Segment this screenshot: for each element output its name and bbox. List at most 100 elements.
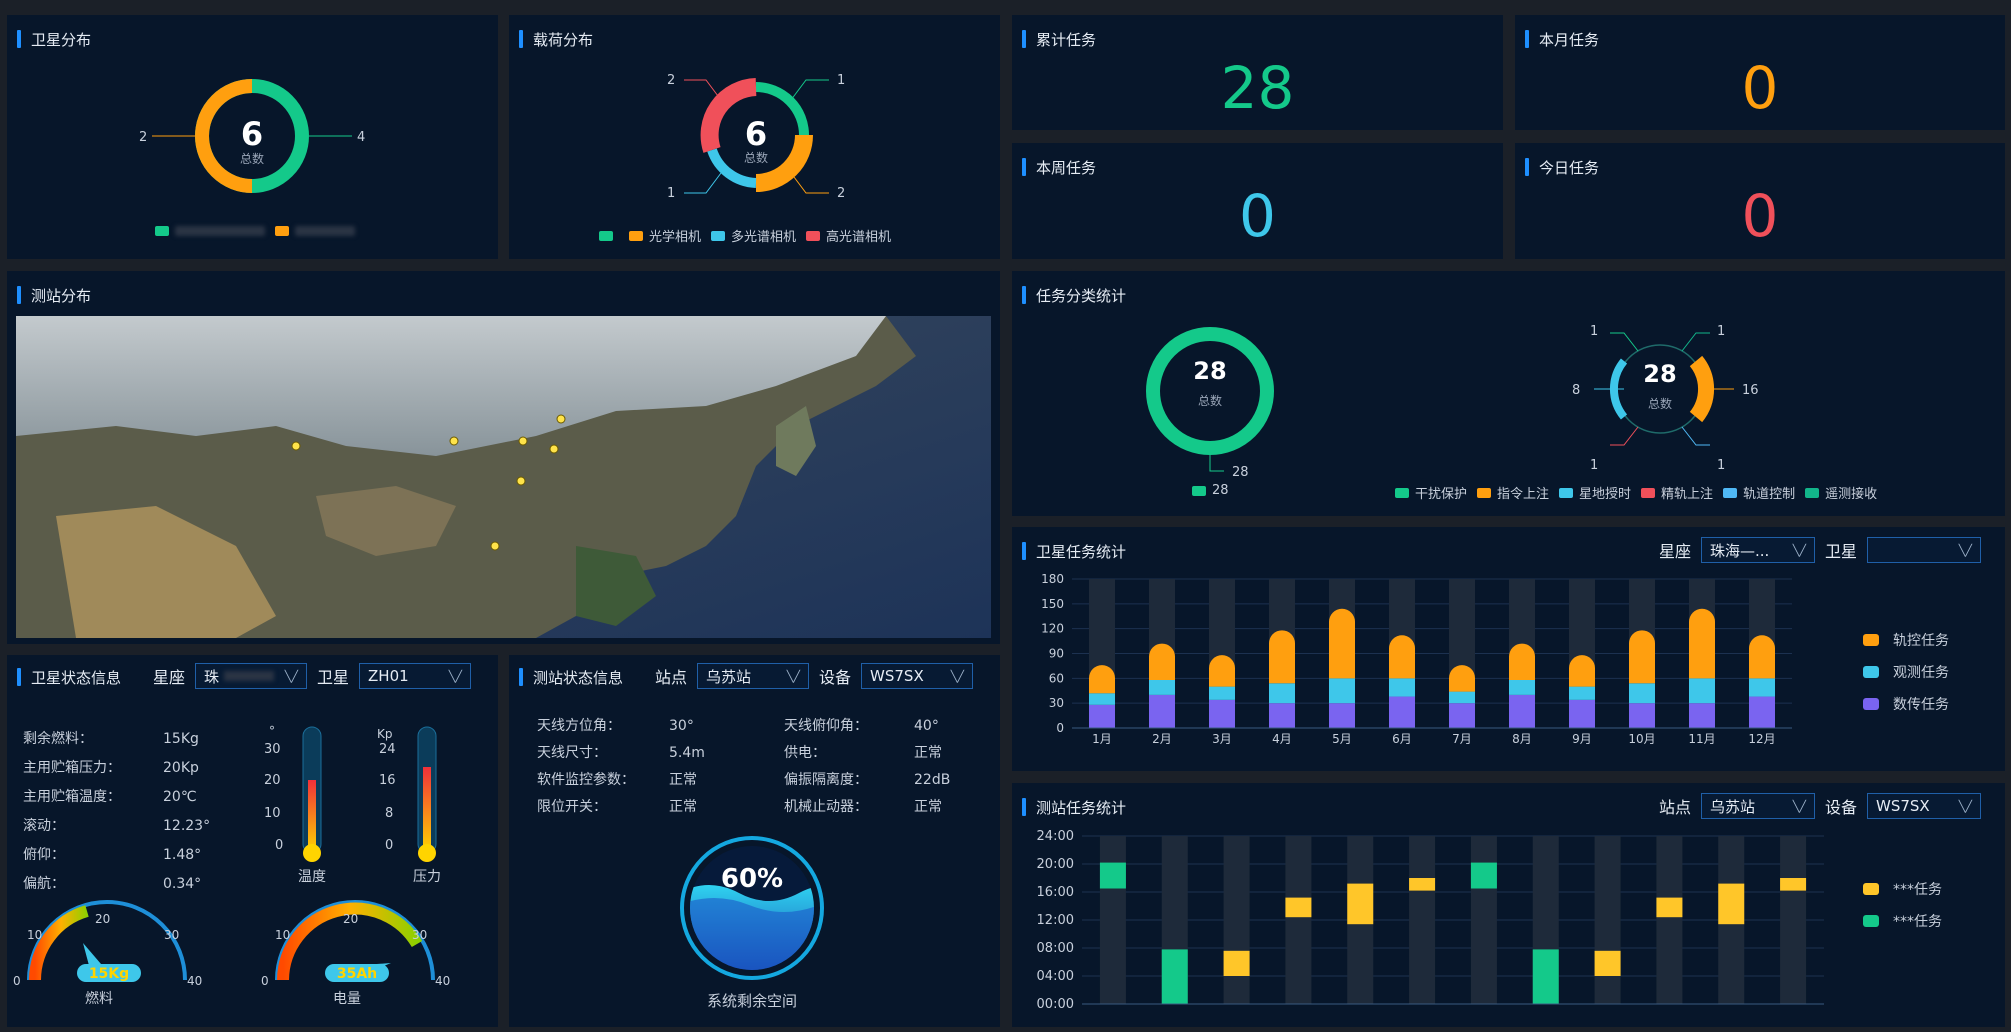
legend-item[interactable]: 光学相机	[629, 226, 701, 245]
legend-item[interactable]: 28	[1192, 483, 1229, 498]
device-select[interactable]: WS7SX ╲╱	[861, 663, 974, 689]
constellation-select[interactable]: 珠海—... ╲╱	[1700, 537, 1815, 563]
y-tick-label: 20:00	[1037, 857, 1074, 872]
bar-segment	[1389, 678, 1415, 697]
bar-background	[1594, 836, 1621, 1004]
constellation-label: 星座	[1658, 542, 1691, 561]
chevron-down-icon: ╲╱	[1792, 799, 1806, 813]
fuel-label: 燃料	[85, 990, 113, 1007]
station-marker[interactable]	[516, 476, 526, 486]
task-bar	[1532, 949, 1559, 1004]
temp-tick: 30	[264, 742, 281, 757]
bar-segment	[1089, 665, 1115, 694]
legend-item[interactable]	[275, 226, 355, 236]
y-tick-label: 00:00	[1037, 997, 1074, 1012]
callout-line	[684, 79, 722, 101]
kpi-value: 0	[1741, 54, 1779, 122]
title-accent	[519, 668, 523, 686]
storage-outer-ring	[680, 836, 824, 980]
task-bar	[1718, 883, 1745, 925]
bar-segment	[1209, 686, 1235, 700]
kv-key: 天线俯仰角：	[784, 718, 868, 734]
kpi-week-panel: 本周任务 0	[1012, 143, 1503, 259]
legend-item[interactable]: 遥测接收	[1805, 483, 1877, 502]
station-marker[interactable]	[556, 414, 566, 424]
sat-dist-right-value: 4	[357, 130, 365, 145]
legend-swatch	[806, 230, 821, 241]
satellite-select[interactable]: ZH01 ╲╱	[359, 663, 472, 689]
legend-item[interactable]: 指令上注	[1477, 483, 1549, 502]
power-gauge-track	[275, 900, 435, 981]
sat-status-title: 卫星状态信息	[31, 668, 122, 687]
kpi-cumulative-panel: 累计任务 28	[1012, 15, 1503, 130]
kv-key: 主用贮箱压力：	[23, 760, 121, 776]
station-select[interactable]: 乌苏站 ╲╱	[1700, 793, 1815, 819]
satellite-select[interactable]: ╲╱	[1867, 537, 1981, 563]
station-marker[interactable]	[490, 541, 500, 551]
kv-value: 15Kg	[163, 731, 199, 747]
kpi-title: 本月任务	[1539, 30, 1600, 49]
legend-item[interactable]: ***任务	[1863, 879, 1942, 899]
callout-value: 8	[1572, 383, 1580, 398]
kv-key: 偏航：	[23, 876, 65, 892]
legend-item[interactable]: 轨道控制	[1723, 483, 1795, 502]
task-bar	[1470, 862, 1497, 889]
legend-item[interactable]	[599, 230, 619, 241]
legend-item[interactable]: 观测任务	[1863, 662, 1949, 682]
chevron-down-icon: ╲╱	[1958, 799, 1972, 813]
payload-dist-legend: 光学相机 多光谱相机 高光谱相机	[599, 226, 901, 245]
device-select[interactable]: WS7SX ╲╱	[1867, 793, 1981, 819]
gauge-tick: 30	[164, 928, 179, 942]
legend-item[interactable]: 多光谱相机	[711, 226, 796, 245]
legend-item[interactable]: 轨控任务	[1863, 630, 1949, 650]
station-marker[interactable]	[291, 441, 301, 451]
x-tick-label: 12月	[1748, 732, 1775, 746]
bar-segment	[1749, 635, 1775, 679]
bar-segment	[1149, 679, 1175, 695]
pressure-unit: Kp	[377, 727, 393, 741]
legend-item[interactable]: 干扰保护	[1395, 483, 1467, 502]
legend-swatch	[155, 226, 169, 236]
station-label: 站点	[655, 668, 688, 687]
station-status-title: 测站状态信息	[533, 668, 624, 687]
legend-item[interactable]: 数传任务	[1863, 694, 1949, 714]
sat-dist-total-label: 总数	[240, 151, 264, 166]
callout-value: 1	[1717, 458, 1725, 473]
callout-value: 1	[1717, 324, 1725, 339]
x-tick-label: 3月	[1212, 732, 1232, 746]
station-kv-keys-left: 天线方位角： 天线尺寸： 软件监控参数： 限位开关：	[537, 713, 635, 821]
gauge-tick: 40	[435, 974, 450, 988]
title-accent	[1525, 30, 1529, 48]
station-marker[interactable]	[518, 436, 528, 446]
constellation-select[interactable]: 珠 ╲╱	[195, 663, 308, 689]
y-tick-label: 90	[1049, 647, 1064, 661]
kv-value: 5.4m	[669, 745, 705, 761]
station-select[interactable]: 乌苏站 ╲╱	[697, 663, 810, 689]
bar-segment	[1749, 696, 1775, 728]
bar-segment	[1209, 699, 1235, 728]
station-dist-panel: 测站分布	[7, 271, 1000, 644]
legend-item[interactable]: 高光谱相机	[806, 226, 891, 245]
task-bar	[1656, 897, 1683, 918]
satellite-map[interactable]	[16, 316, 991, 638]
sat-dist-total: 6	[241, 115, 263, 153]
legend-swatch	[1559, 487, 1574, 498]
legend-item[interactable]: 星地授时	[1559, 483, 1631, 502]
x-tick-label: 11月	[1688, 732, 1715, 746]
task-class-title: 任务分类统计	[1036, 286, 1127, 305]
task-class-donuts: 28 28 总数 1 1 8 16 1 1 28 总数	[1146, 324, 1759, 480]
legend-item[interactable]: ***任务	[1863, 911, 1942, 931]
bar-segment	[1629, 630, 1655, 684]
bar-segment	[1569, 699, 1595, 728]
station-marker[interactable]	[549, 444, 559, 454]
legend-item[interactable]	[155, 226, 265, 236]
japan-region	[776, 406, 816, 476]
kv-value: 正常	[669, 772, 697, 788]
legend-item[interactable]: 精轨上注	[1641, 483, 1713, 502]
temp-tick: 20	[264, 773, 281, 788]
station-marker[interactable]	[449, 436, 459, 446]
kv-value: 12.23°	[163, 818, 211, 834]
thermometer-fill	[308, 780, 316, 852]
kpi-title: 本周任务	[1036, 158, 1097, 177]
fuel-gauge-arc	[29, 905, 89, 981]
